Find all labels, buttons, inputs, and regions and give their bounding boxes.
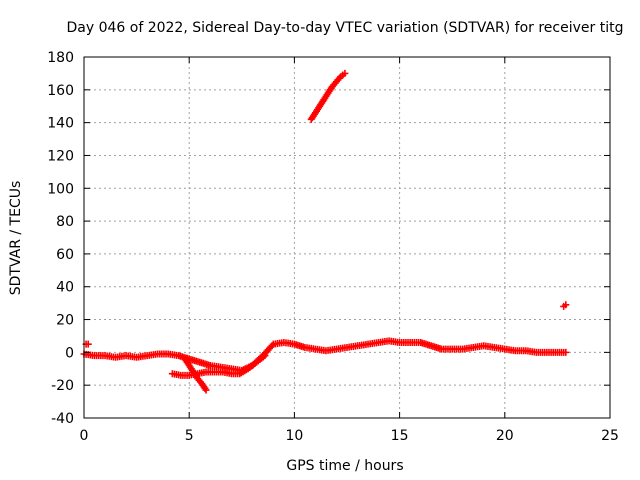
y-tick-label: 0: [65, 345, 74, 361]
data-point: [341, 69, 349, 77]
y-tick-label: 100: [47, 181, 74, 197]
data-point: [261, 352, 269, 360]
y-tick-label: 140: [47, 116, 74, 132]
data-series: [168, 352, 269, 379]
axis-ticks: [83, 56, 611, 419]
data-point: [202, 386, 210, 394]
x-tick-label: 20: [496, 428, 514, 444]
y-axis-label: SDTVAR / TECUs: [8, 181, 24, 296]
y-tick-label: -20: [51, 378, 74, 394]
x-tick-label: 25: [601, 428, 619, 444]
data-point: [84, 340, 92, 348]
x-tick-label: 10: [285, 428, 303, 444]
x-axis-label: GPS time / hours: [286, 458, 403, 474]
data-point: [562, 348, 570, 356]
x-tick-label: 0: [80, 428, 89, 444]
y-tick-label: 120: [47, 148, 74, 164]
y-tick-label: 180: [47, 50, 74, 66]
y-tick-label: 20: [56, 313, 74, 329]
data-series: [307, 69, 349, 123]
y-tick-label: 40: [56, 280, 74, 296]
y-tick-label: 160: [47, 83, 74, 99]
x-tick-label: 15: [391, 428, 409, 444]
data-series: [181, 355, 210, 394]
plot-border: [83, 56, 611, 419]
data-point: [562, 301, 570, 309]
y-tick-label: 60: [56, 247, 74, 263]
chart-title: Day 046 of 2022, Sidereal Day-to-day VTE…: [67, 20, 624, 36]
plot-area: [80, 69, 570, 394]
y-tick-label: 80: [56, 214, 74, 230]
x-tick-label: 5: [185, 428, 194, 444]
y-tick-label: -40: [51, 411, 74, 427]
tick-labels: -40 -20 0 20 40 60 80 100 120 140 160 180 0 5 10 15 20 25: [47, 50, 619, 444]
